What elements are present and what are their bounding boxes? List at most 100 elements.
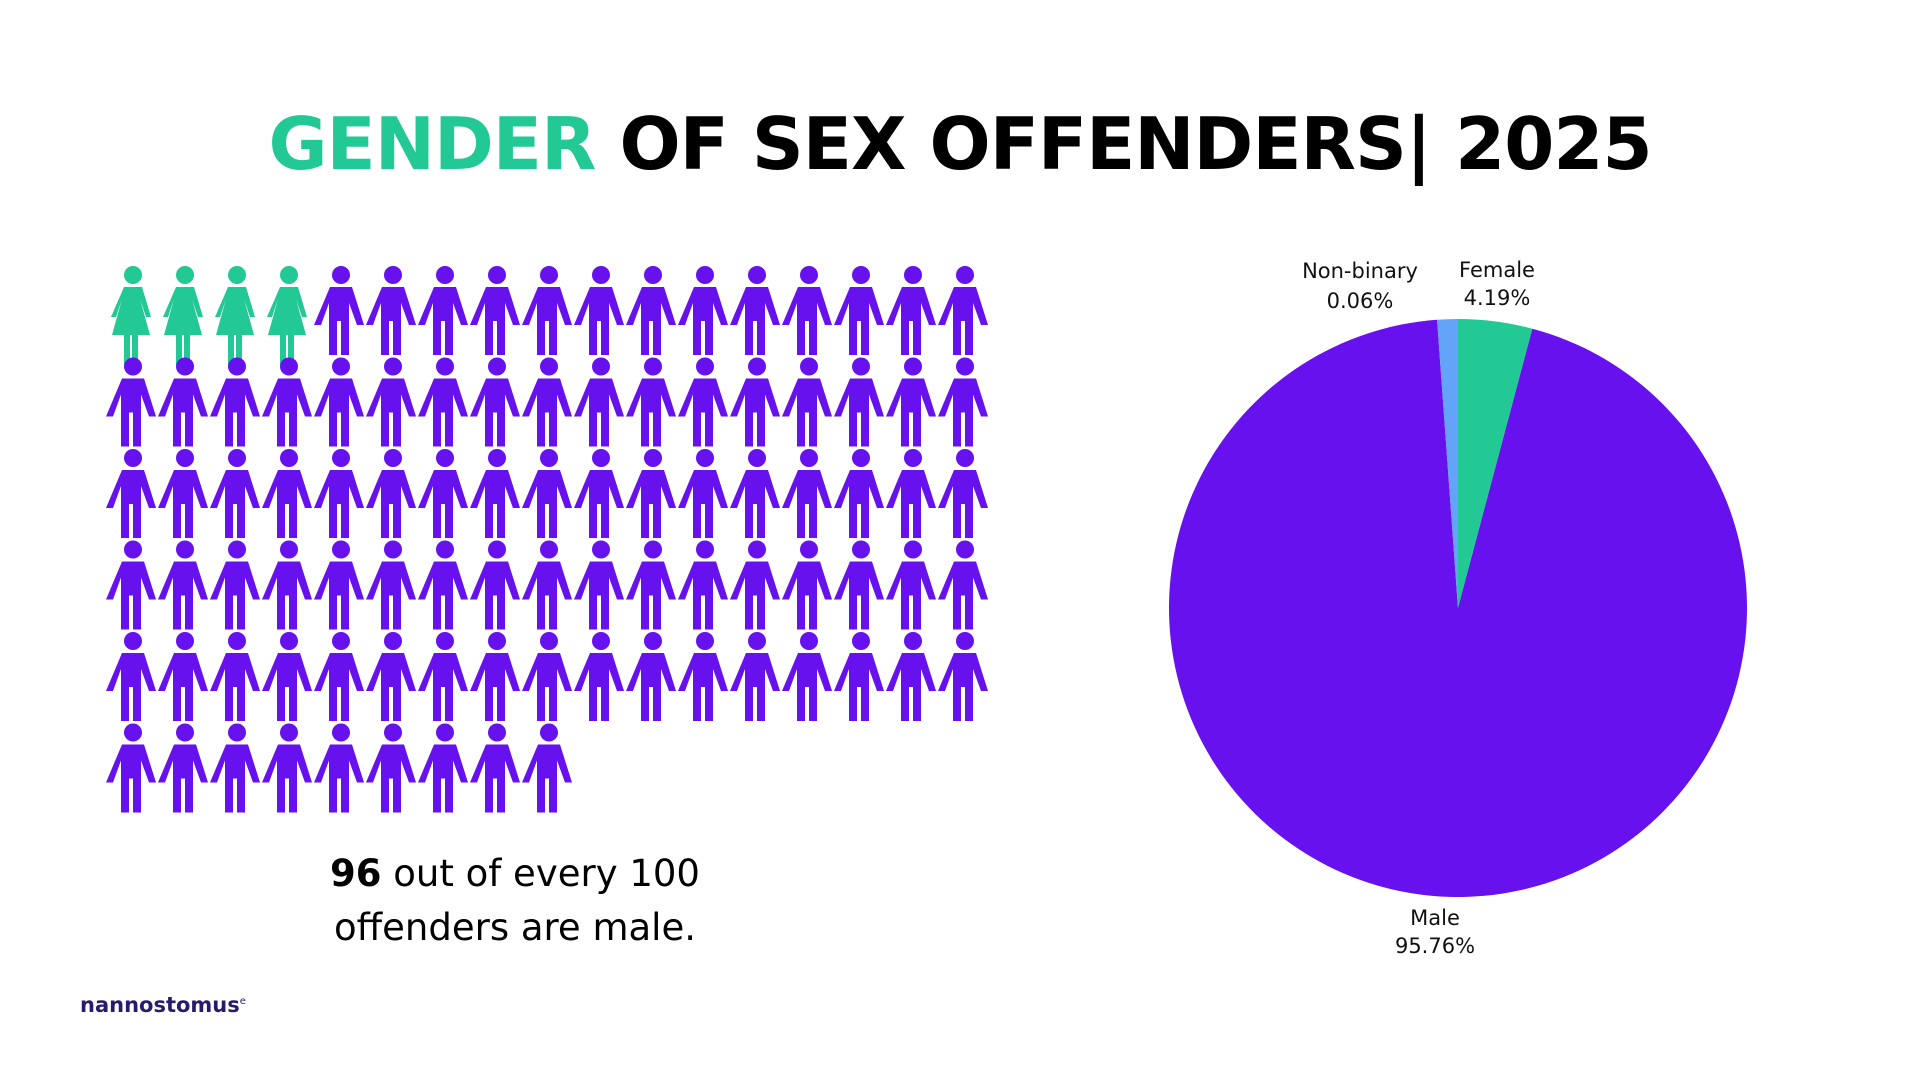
male-figure-icon: [418, 449, 468, 538]
male-figure-icon: [106, 449, 156, 538]
male-figure-icon: [626, 357, 676, 447]
brand-logo-mark: e: [239, 996, 246, 1007]
male-figure-icon: [522, 449, 572, 538]
male-figure-icon: [262, 632, 312, 721]
male-figure-icon: [834, 449, 884, 538]
pie-slice-male: [1168, 319, 1747, 897]
male-figure-icon: [626, 266, 676, 355]
male-figure-icon: [470, 357, 520, 447]
male-figure-icon: [314, 357, 364, 447]
male-figure-icon: [210, 723, 260, 813]
male-figure-icon: [470, 723, 520, 813]
pie-label-nonbinary-name: Non-binary: [1302, 259, 1418, 283]
male-figure-icon: [574, 357, 624, 447]
pie-label-male-value: 95.76%: [1395, 934, 1475, 958]
male-figure-icon: [314, 540, 364, 630]
male-figure-icon: [210, 449, 260, 538]
male-figure-icon: [158, 723, 208, 813]
male-figure-icon: [730, 449, 780, 538]
male-figure-icon: [574, 266, 624, 355]
female-figure-icon: [267, 266, 307, 365]
male-figure-icon: [470, 449, 520, 538]
pie-slices: [1168, 319, 1747, 897]
male-figure-icon: [366, 632, 416, 721]
male-figure-icon: [366, 357, 416, 447]
male-figure-icon: [938, 266, 988, 355]
male-figure-icon: [262, 357, 312, 447]
male-figure-icon: [678, 357, 728, 447]
male-figure-icon: [938, 357, 988, 447]
male-figure-icon: [730, 540, 780, 630]
male-figure-icon: [574, 540, 624, 630]
male-figure-icon: [470, 540, 520, 630]
female-figure-icon: [215, 266, 255, 365]
male-figure-icon: [678, 449, 728, 538]
male-figure-icon: [210, 632, 260, 721]
male-figure-icon: [158, 540, 208, 630]
male-figure-icon: [470, 632, 520, 721]
title-rest: OF SEX OFFENDERS| 2025: [595, 102, 1652, 186]
male-figure-icon: [938, 632, 988, 721]
caption-text-2: offenders are male.: [334, 906, 696, 949]
brand-logo-text: nannostomus: [80, 993, 240, 1017]
male-figure-icon: [314, 723, 364, 813]
pie-label-male-name: Male: [1410, 906, 1460, 930]
male-figure-icon: [678, 266, 728, 355]
male-figure-icon: [106, 723, 156, 813]
male-figure-icon: [366, 449, 416, 538]
pie-label-female-name: Female: [1459, 258, 1535, 282]
brand-logo: nannostomuse: [80, 993, 246, 1017]
male-figure-icon: [834, 632, 884, 721]
male-figure-icon: [938, 449, 988, 538]
male-figure-icon: [782, 357, 832, 447]
female-figure-icon: [111, 266, 151, 365]
male-figure-icon: [626, 449, 676, 538]
male-figure-icon: [782, 540, 832, 630]
male-figure-icon: [418, 723, 468, 813]
male-figure-icon: [834, 540, 884, 630]
male-figure-icon: [886, 632, 936, 721]
male-figure-icon: [782, 449, 832, 538]
caption-text-1: out of every 100: [381, 852, 700, 895]
male-figure-icon: [730, 632, 780, 721]
caption: 96 out of every 100 offenders are male.: [270, 847, 760, 955]
male-figure-icon: [314, 632, 364, 721]
pictogram-grid: [106, 266, 988, 813]
male-figure-icon: [782, 632, 832, 721]
male-figure-icon: [886, 540, 936, 630]
male-figure-icon: [574, 632, 624, 721]
male-figure-icon: [678, 632, 728, 721]
male-figure-icon: [782, 266, 832, 355]
male-figure-icon: [886, 357, 936, 447]
page-title: GENDER OF SEX OFFENDERS| 2025: [0, 102, 1920, 186]
male-figure-icon: [522, 723, 572, 813]
male-figure-icon: [522, 266, 572, 355]
male-figure-icon: [522, 632, 572, 721]
pie-label-female-value: 4.19%: [1464, 286, 1531, 310]
male-figure-icon: [106, 357, 156, 447]
male-figure-icon: [522, 540, 572, 630]
male-figure-icon: [418, 540, 468, 630]
female-figure-icon: [163, 266, 203, 365]
male-figure-icon: [678, 540, 728, 630]
male-figure-icon: [886, 449, 936, 538]
pie-slice-female: [1458, 319, 1533, 608]
male-figure-icon: [730, 357, 780, 447]
male-figure-icon: [210, 357, 260, 447]
male-figure-icon: [418, 266, 468, 355]
male-figure-icon: [366, 540, 416, 630]
male-figure-icon: [626, 540, 676, 630]
male-figure-icon: [730, 266, 780, 355]
male-figure-icon: [834, 357, 884, 447]
male-figure-icon: [626, 632, 676, 721]
male-figure-icon: [158, 449, 208, 538]
male-figure-icon: [366, 723, 416, 813]
male-figure-icon: [834, 266, 884, 355]
male-figure-icon: [314, 449, 364, 538]
male-figure-icon: [210, 540, 260, 630]
male-figure-icon: [262, 449, 312, 538]
male-figure-icon: [262, 723, 312, 813]
male-figure-icon: [262, 540, 312, 630]
male-figure-icon: [158, 632, 208, 721]
